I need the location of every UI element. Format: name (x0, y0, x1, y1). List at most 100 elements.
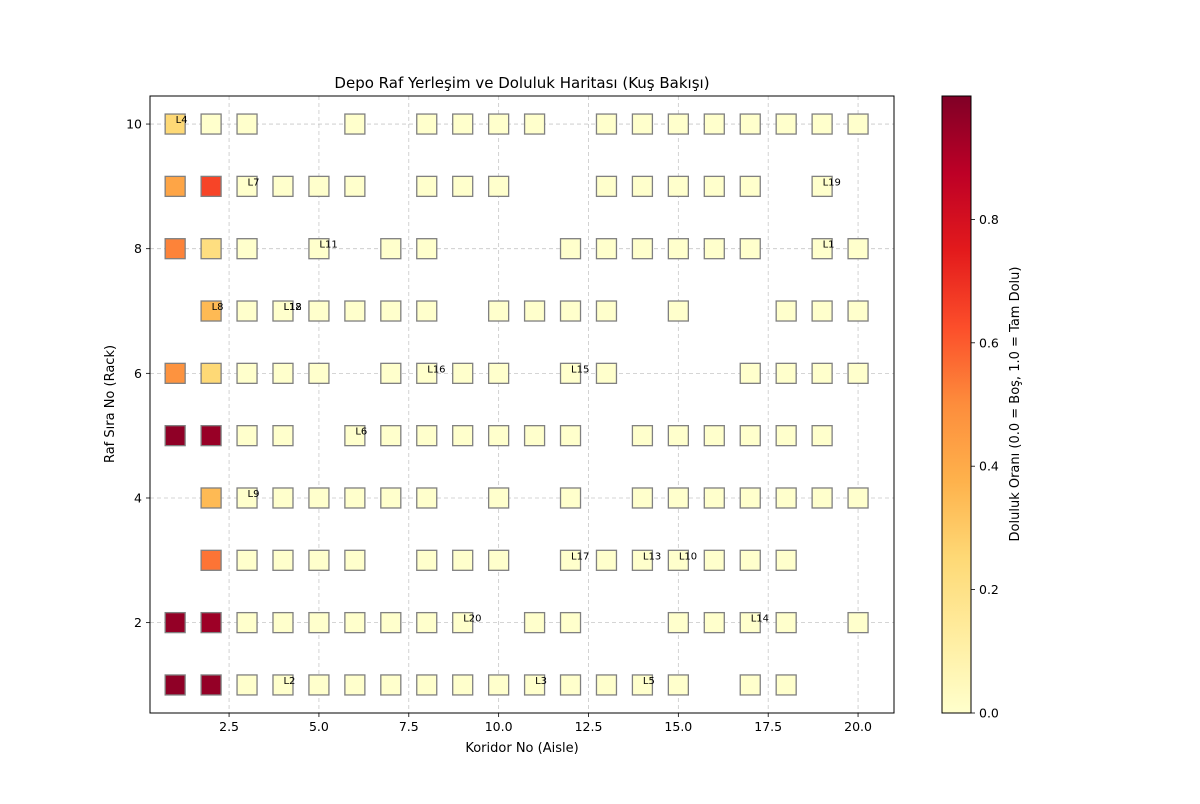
rack-cell (164, 175, 186, 198)
colorbar-tick-label: 0.2 (979, 582, 999, 597)
rack-cell (200, 238, 222, 260)
rack-label: L18 (283, 302, 301, 313)
colorbar-label: Doluluk Oranı (0.0 = Boş, 1.0 = Tam Dolu… (1008, 267, 1023, 542)
rack-cell (272, 487, 294, 509)
rack-cell (416, 300, 438, 322)
rack-cell (236, 425, 258, 447)
rack-label: L7 (248, 177, 260, 188)
rack-cell (595, 362, 618, 384)
rack-cell (775, 362, 797, 384)
rack-label: L8 (212, 302, 224, 313)
rack-cell (200, 487, 222, 509)
rack-cell (667, 425, 689, 447)
rack-cell (344, 425, 366, 447)
rack-cell (272, 425, 294, 447)
rack-label: L16 (427, 364, 445, 375)
rack-cell (559, 300, 582, 322)
rack-cell (416, 611, 438, 634)
rack-label: L1 (823, 240, 835, 251)
rack-cell (847, 300, 869, 322)
rack-cell (667, 487, 689, 509)
x-tick-label: 5.0 (309, 719, 329, 734)
rack-cell (559, 549, 582, 571)
rack-cell (703, 175, 725, 198)
x-tick-label: 10.0 (485, 719, 513, 734)
rack-cell (595, 300, 618, 322)
rack-cell (236, 300, 258, 322)
rack-cell (380, 300, 402, 322)
rack-cell (631, 175, 654, 198)
rack-label: L11 (319, 240, 337, 251)
rack-cell (164, 425, 186, 447)
rack-cell (739, 113, 761, 135)
rack-cell (200, 362, 222, 384)
rack-cell (811, 300, 833, 322)
rack-cell (452, 113, 474, 135)
rack-cell (272, 362, 294, 384)
rack-cell (739, 487, 761, 509)
rack-cell (344, 611, 366, 634)
rack-cell (487, 362, 510, 384)
rack-label: L12 (283, 302, 301, 313)
x-axis-ticks: 2.5 5.0 7.5 10.0 12.5 15.0 17.5 20.0 (219, 713, 872, 734)
rack-cell (631, 238, 654, 260)
rack-cell (200, 549, 222, 571)
rack-cell (667, 300, 689, 322)
rack-cell (487, 113, 510, 135)
rack-cell (164, 674, 186, 696)
rack-cell (595, 674, 618, 696)
grid-lines (150, 96, 894, 713)
rack-cell (523, 674, 546, 696)
rack-cell (739, 175, 761, 198)
rack-cell (308, 300, 330, 322)
rack-cell (559, 487, 582, 509)
colorbar-tick-label: 0.8 (979, 212, 999, 227)
rack-cell (847, 113, 869, 135)
rack-cell (739, 362, 761, 384)
y-tick-label: 2 (134, 615, 142, 630)
rack-cell (200, 611, 222, 634)
rack-cell (847, 487, 869, 509)
y-tick-label: 8 (134, 241, 142, 256)
colorbar-ticks: 0.0 0.2 0.4 0.6 0.8 (971, 212, 999, 721)
rack-cell (380, 362, 402, 384)
y-tick-label: 10 (126, 117, 142, 132)
rack-label: L3 (535, 676, 547, 687)
rack-cell (308, 362, 330, 384)
rack-cell (236, 362, 258, 384)
rack-cell (200, 175, 222, 198)
colorbar-tick-label: 0.6 (979, 335, 999, 350)
rack-cell (380, 674, 402, 696)
rack-label: L20 (463, 614, 481, 625)
rack-cell (559, 674, 582, 696)
rack-cell (380, 611, 402, 634)
rack-cell (631, 487, 654, 509)
rack-cell (344, 175, 366, 198)
rack-label: L2 (283, 676, 295, 687)
rack-cell (164, 611, 186, 634)
rack-cell (308, 611, 330, 634)
rack-cell (272, 549, 294, 571)
colorbar: 0.0 0.2 0.4 0.6 0.8 Doluluk Oranı (0.0 = Boş… (941, 95, 1023, 721)
rack-label: L17 (571, 551, 589, 562)
rack-cell (416, 113, 438, 135)
rack-cell (811, 238, 833, 260)
rack-cell (667, 674, 689, 696)
rack-cell (775, 425, 797, 447)
rack-cell (775, 300, 797, 322)
rack-cell (523, 611, 546, 634)
x-tick-label: 17.5 (754, 719, 782, 734)
rack-cell (308, 487, 330, 509)
rack-cell (380, 425, 402, 447)
rack-cell (739, 549, 761, 571)
rack-cell (236, 238, 258, 260)
rack-cell (308, 175, 330, 198)
y-tick-label: 6 (134, 366, 142, 381)
rack-cells (164, 113, 869, 696)
rack-cell (739, 674, 761, 696)
colorbar-gradient (941, 95, 972, 714)
rack-cell (811, 113, 833, 135)
rack-cell (200, 425, 222, 447)
rack-cell (200, 113, 222, 135)
